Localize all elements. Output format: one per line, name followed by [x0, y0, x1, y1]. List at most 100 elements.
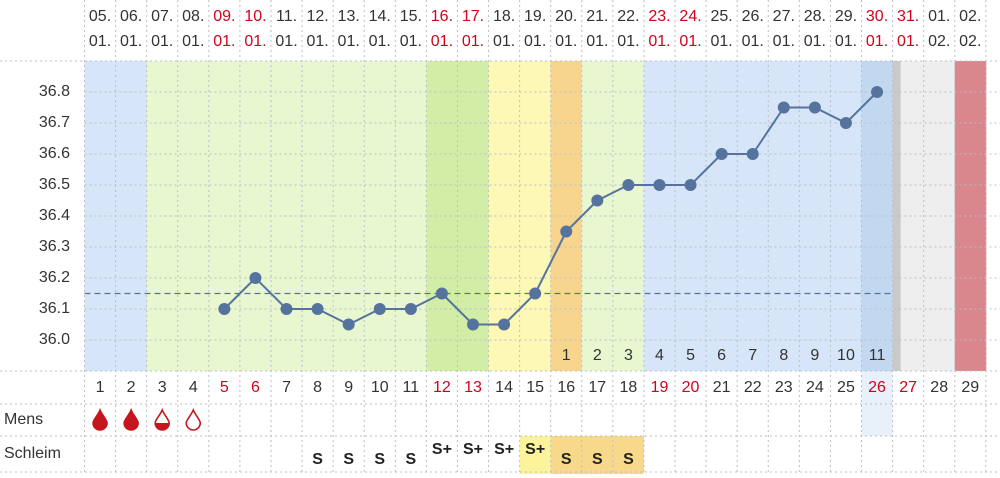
date-day: 30. — [866, 8, 888, 25]
y-tick-label: 36.0 — [39, 331, 70, 348]
high-day-count: 1 — [562, 347, 571, 364]
phase-band — [302, 61, 334, 371]
temperature-point — [684, 179, 697, 191]
cycle-day: 18 — [620, 379, 638, 396]
cycle-day: 1 — [96, 379, 105, 396]
date-day: 09. — [213, 8, 235, 25]
date-day: 28. — [804, 8, 826, 25]
high-day-count: 10 — [837, 347, 855, 364]
temperature-point — [498, 318, 511, 331]
date-day: 24. — [679, 8, 701, 25]
cycle-day: 16 — [557, 379, 575, 396]
date-month: 02. — [928, 33, 950, 50]
date-month: 01. — [897, 33, 919, 50]
date-month: 01. — [369, 33, 391, 50]
y-tick-label: 36.3 — [39, 238, 70, 255]
mens-drop-fill — [155, 423, 170, 430]
y-tick-label: 36.5 — [39, 176, 70, 193]
date-day: 01. — [928, 8, 950, 25]
date-day: 13. — [338, 8, 360, 25]
cycle-day: 6 — [251, 379, 260, 396]
date-month: 01. — [213, 33, 235, 50]
date-day: 31. — [897, 8, 919, 25]
date-month: 01. — [648, 33, 670, 50]
temperature-point — [373, 303, 386, 315]
high-day-count: 6 — [717, 347, 726, 364]
date-month: 01. — [462, 33, 484, 50]
temperature-point — [871, 86, 884, 98]
date-day: 20. — [555, 8, 577, 25]
mens-drop — [123, 407, 139, 431]
row-label: Mens — [4, 411, 43, 428]
date-month: 01. — [835, 33, 857, 50]
date-day: 29. — [835, 8, 857, 25]
cycle-day: 26 — [868, 379, 886, 396]
date-month: 01. — [555, 33, 577, 50]
mucus-label: S+ — [494, 441, 514, 458]
mucus-label: S — [312, 451, 323, 468]
date-day: 14. — [369, 8, 391, 25]
cycle-day: 29 — [961, 379, 979, 396]
date-month: 01. — [524, 33, 546, 50]
high-day-count: 8 — [779, 347, 788, 364]
y-tick-label: 36.8 — [39, 83, 70, 100]
cycle-day: 11 — [403, 379, 420, 396]
mucus-label: S+ — [432, 441, 452, 458]
cycle-day: 28 — [930, 379, 948, 396]
temperature-point — [311, 303, 324, 315]
date-month: 01. — [742, 33, 764, 50]
date-day: 16. — [431, 8, 453, 25]
temperature-point — [808, 101, 821, 114]
cycle-day: 15 — [526, 379, 544, 396]
date-month: 01. — [244, 33, 266, 50]
phase-band — [612, 61, 645, 371]
temperature-point — [653, 179, 666, 191]
date-day: 18. — [493, 8, 515, 25]
high-day-count: 4 — [655, 347, 664, 364]
date-month: 01. — [338, 33, 360, 50]
mucus-label: S — [592, 451, 603, 468]
y-tick-label: 36.4 — [39, 207, 70, 224]
cycle-day: 3 — [158, 379, 167, 396]
date-day: 05. — [89, 8, 111, 25]
y-tick-label: 36.1 — [39, 300, 70, 317]
date-day: 06. — [120, 8, 142, 25]
temperature-point — [529, 287, 542, 300]
temperature-point — [560, 225, 573, 238]
temperature-line — [223, 91, 878, 326]
cycle-day: 2 — [127, 379, 136, 396]
cycle-day: 24 — [806, 379, 824, 396]
date-month: 01. — [679, 33, 701, 50]
date-month: 01. — [773, 33, 795, 50]
mucus-highlight — [519, 436, 551, 474]
mucus-label: S — [374, 451, 385, 468]
date-day: 15. — [400, 8, 422, 25]
cycle-day: 17 — [588, 379, 606, 396]
cycle-day: 5 — [220, 379, 229, 396]
date-day: 08. — [182, 8, 204, 25]
date-month: 01. — [306, 33, 328, 50]
cycle-day: 21 — [713, 379, 731, 396]
date-month: 01. — [804, 33, 826, 50]
mens-drop — [185, 407, 202, 431]
date-day: 02. — [959, 8, 981, 25]
date-day: 21. — [586, 8, 608, 25]
cycle-day: 12 — [433, 379, 451, 396]
cycle-day: 20 — [682, 379, 700, 396]
phase-band — [861, 61, 894, 371]
high-day-count: 7 — [748, 347, 757, 364]
cycle-day: 22 — [744, 379, 762, 396]
phase-band — [737, 61, 769, 371]
y-tick-label: 36.6 — [39, 145, 70, 162]
high-day-count: 9 — [810, 347, 819, 364]
temperature-point — [746, 148, 759, 160]
date-day: 25. — [711, 8, 733, 25]
temperature-point — [249, 272, 262, 284]
temperature-point — [342, 318, 355, 331]
date-month: 01. — [617, 33, 639, 50]
date-month: 01. — [586, 33, 608, 50]
y-tick-label: 36.2 — [39, 269, 70, 286]
temperature-point — [218, 303, 231, 315]
date-day: 26. — [742, 8, 764, 25]
